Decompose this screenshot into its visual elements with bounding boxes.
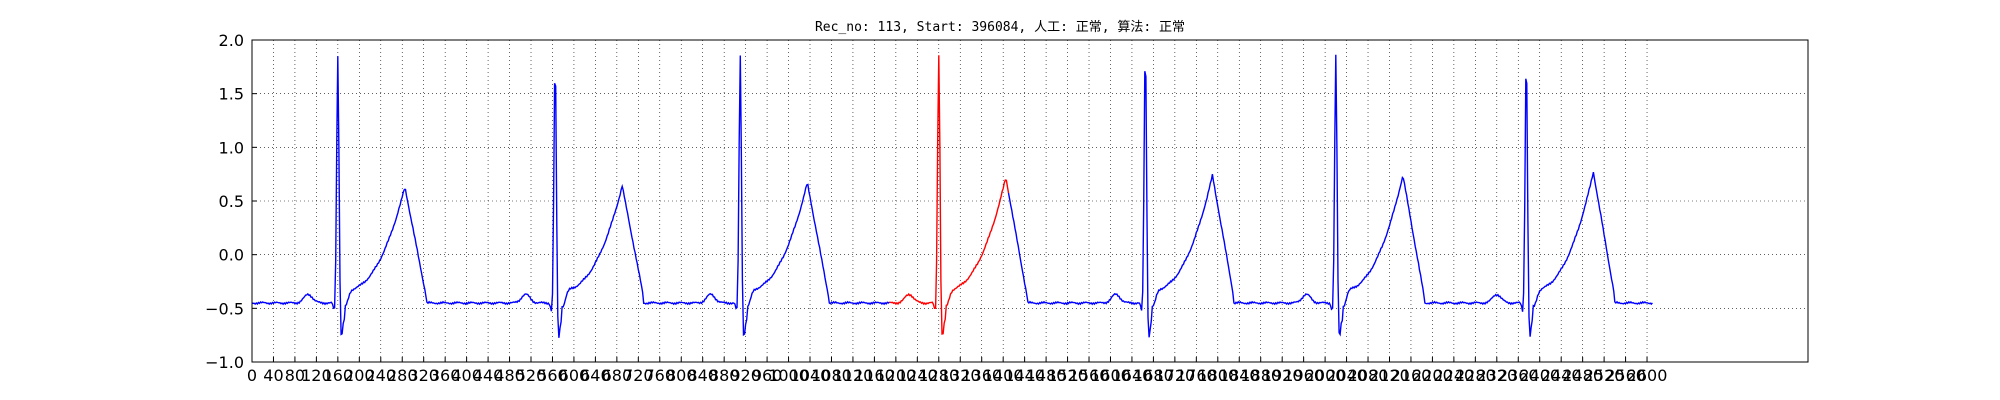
x-tick-label: 1640 bbox=[1112, 366, 1153, 385]
x-tick-label: 2520 bbox=[1584, 366, 1625, 385]
plot-area bbox=[252, 40, 1808, 362]
x-tick-label: 1760 bbox=[1176, 366, 1217, 385]
x-tick-label: 2360 bbox=[1498, 366, 1539, 385]
x-tick-label: 1840 bbox=[1219, 366, 1260, 385]
x-tick-label: 1720 bbox=[1155, 366, 1196, 385]
x-tick-label: 1440 bbox=[1004, 366, 1045, 385]
x-tick-label: 1360 bbox=[961, 366, 1002, 385]
x-tick-label: 240 bbox=[365, 366, 396, 385]
x-tick-label: 2200 bbox=[1412, 366, 1453, 385]
x-axis: 0 40 8012016020024028032036040044048052056… bbox=[247, 357, 1667, 385]
y-tick-label: 2.0 bbox=[219, 31, 244, 50]
x-tick-label: 440 bbox=[473, 366, 504, 385]
x-tick-label: 1880 bbox=[1240, 366, 1281, 385]
x-tick-label: 2280 bbox=[1455, 366, 1496, 385]
x-tick-label: 0 bbox=[247, 366, 257, 385]
x-tick-label: 2240 bbox=[1434, 366, 1475, 385]
x-tick-label: 1240 bbox=[897, 366, 938, 385]
x-tick-label: 1320 bbox=[940, 366, 981, 385]
x-tick-label: 680 bbox=[602, 366, 633, 385]
x-tick-label: 2600 bbox=[1627, 366, 1668, 385]
x-tick-label: 2400 bbox=[1519, 366, 1560, 385]
x-tick-label: 1680 bbox=[1133, 366, 1174, 385]
x-tick-label: 400 bbox=[451, 366, 482, 385]
x-tick-label: 2440 bbox=[1541, 366, 1582, 385]
x-tick-label: 880 bbox=[709, 366, 740, 385]
ecg-traces bbox=[251, 54, 1653, 338]
x-tick-label: 2480 bbox=[1562, 366, 1603, 385]
x-tick-label: 640 bbox=[580, 366, 611, 385]
y-tick-label: 0.0 bbox=[219, 246, 244, 265]
x-tick-label: 760 bbox=[645, 366, 676, 385]
ecg-trace-blue bbox=[251, 55, 890, 338]
x-tick-label: 1000 bbox=[768, 366, 809, 385]
chart-title: Rec_no: 113, Start: 396084, 人工: 正常, 算法: … bbox=[815, 20, 1185, 35]
x-tick-label: 1480 bbox=[1026, 366, 1067, 385]
x-tick-label: 1040 bbox=[790, 366, 831, 385]
y-tick-label: 0.5 bbox=[219, 192, 244, 211]
x-tick-label: 960 bbox=[752, 366, 783, 385]
x-tick-label: 920 bbox=[730, 366, 761, 385]
x-tick-label: 360 bbox=[430, 366, 461, 385]
x-tick-label: 160 bbox=[323, 366, 354, 385]
x-tick-label: 280 bbox=[387, 366, 418, 385]
x-tick-label: 520 bbox=[516, 366, 547, 385]
x-tick-label: 40 bbox=[263, 366, 283, 385]
x-tick-label: 2320 bbox=[1476, 366, 1517, 385]
x-tick-label: 800 bbox=[666, 366, 697, 385]
x-tick-label: 840 bbox=[687, 366, 718, 385]
x-tick-label: 1160 bbox=[854, 366, 895, 385]
y-tick-label: −0.5 bbox=[205, 299, 244, 318]
x-tick-label: 320 bbox=[408, 366, 439, 385]
x-tick-label: 1280 bbox=[918, 366, 959, 385]
x-tick-label: 2040 bbox=[1326, 366, 1367, 385]
x-tick-label: 1600 bbox=[1090, 366, 1131, 385]
x-tick-label: 1400 bbox=[983, 366, 1024, 385]
x-tick-label: 120 bbox=[301, 366, 332, 385]
x-tick-label: 2560 bbox=[1605, 366, 1646, 385]
y-tick-label: 1.0 bbox=[219, 138, 244, 157]
x-tick-label: 1800 bbox=[1197, 366, 1238, 385]
x-tick-label: 80 bbox=[285, 366, 305, 385]
x-tick-label: 720 bbox=[623, 366, 654, 385]
x-tick-label: 560 bbox=[537, 366, 568, 385]
x-tick-label: 1520 bbox=[1047, 366, 1088, 385]
ecg-trace-highlight bbox=[889, 55, 1010, 335]
y-axis: −1.0 −0.5 0.0 0.5 1.0 1.5 2.0 bbox=[205, 31, 257, 372]
x-tick-label: 200 bbox=[344, 366, 375, 385]
x-tick-label: 1080 bbox=[811, 366, 852, 385]
y-tick-label: 1.5 bbox=[219, 85, 244, 104]
x-tick-label: 1200 bbox=[876, 366, 917, 385]
x-tick-label: 1560 bbox=[1069, 366, 1110, 385]
ecg-trace-blue bbox=[1007, 54, 1653, 338]
y-tick-label: −1.0 bbox=[205, 353, 244, 372]
x-tick-label: 1960 bbox=[1283, 366, 1324, 385]
x-tick-label: 2080 bbox=[1348, 366, 1389, 385]
x-tick-label: 480 bbox=[494, 366, 525, 385]
x-tick-label: 2160 bbox=[1391, 366, 1432, 385]
x-tick-label: 600 bbox=[559, 366, 590, 385]
x-tick-label: 1120 bbox=[833, 366, 874, 385]
x-tick-label: 1920 bbox=[1262, 366, 1303, 385]
x-tick-label: 2000 bbox=[1305, 366, 1346, 385]
x-tick-label: 2120 bbox=[1369, 366, 1410, 385]
